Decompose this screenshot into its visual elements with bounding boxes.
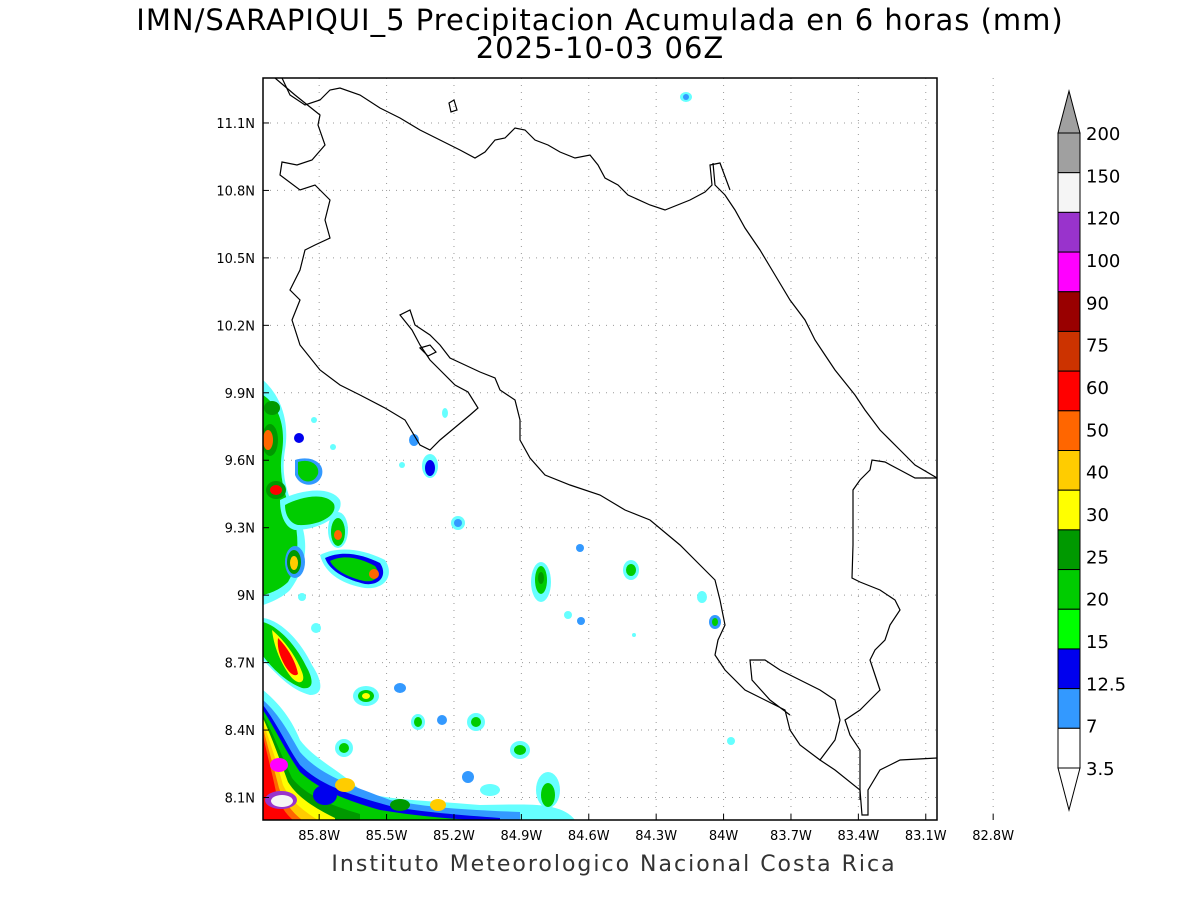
y-tick-label: 10.5N xyxy=(216,252,255,267)
colorbar-label: 12.5 xyxy=(1086,674,1126,695)
x-tick-label: 84.9W xyxy=(500,829,542,844)
colorbar-label: 90 xyxy=(1086,293,1109,314)
plot-area xyxy=(263,78,937,820)
colorbar-under-triangle xyxy=(1057,767,1081,812)
colorbar-label: 25 xyxy=(1086,547,1109,568)
y-tick-label: 8.4N xyxy=(225,724,255,739)
colorbar-swatch xyxy=(1057,211,1081,253)
x-tick-label: 85.5W xyxy=(366,829,408,844)
y-tick-label: 11.1N xyxy=(216,117,255,132)
colorbar-label: 40 xyxy=(1086,463,1109,484)
colorbar-swatch xyxy=(1057,330,1081,372)
x-tick-label: 85.2W xyxy=(433,829,475,844)
colorbar-swatch xyxy=(1057,450,1081,491)
colorbar-label: 7 xyxy=(1086,717,1097,738)
plot-frame xyxy=(262,77,938,821)
x-tick-label: 84.6W xyxy=(568,829,610,844)
x-tick-label: 82.8W xyxy=(972,829,1014,844)
colorbar-label: 50 xyxy=(1086,420,1109,441)
colorbar-swatch xyxy=(1057,489,1081,531)
x-tick-label: 84W xyxy=(709,829,739,844)
colorbar-swatch xyxy=(1057,688,1081,729)
y-tick-label: 9.9N xyxy=(225,387,255,402)
colorbar-label: 200 xyxy=(1086,124,1120,145)
colorbar-swatch xyxy=(1057,370,1081,412)
colorbar-label: 100 xyxy=(1086,251,1120,272)
footer-credit: Instituto Meteorologico Nacional Costa R… xyxy=(331,852,897,877)
colorbar-swatch xyxy=(1057,251,1081,293)
precipitation-field xyxy=(263,92,735,820)
colorbar-label: 75 xyxy=(1086,336,1109,357)
x-tick-label: 85.8W xyxy=(298,829,340,844)
axis-ticks: 85.8W 85.5W 85.2W 84.9W 84.6W 84.3W 84W 83.7W 83… xyxy=(216,117,1014,844)
x-tick-label: 83.4W xyxy=(837,829,879,844)
map-datetime: 2025-10-03 06Z xyxy=(475,31,725,65)
coastline xyxy=(274,78,937,816)
colorbar-label: 120 xyxy=(1086,209,1120,230)
y-tick-label: 8.7N xyxy=(225,657,255,672)
x-tick-label: 83.7W xyxy=(770,829,812,844)
colorbar-swatch xyxy=(1057,569,1081,610)
colorbar-swatch xyxy=(1057,132,1081,174)
colorbar-swatch xyxy=(1057,648,1081,690)
y-tick-label: 9.6N xyxy=(225,454,255,469)
x-tick-label: 84.3W xyxy=(635,829,677,844)
colorbar-label: 3.5 xyxy=(1086,759,1115,780)
colorbar-label: 150 xyxy=(1086,166,1120,187)
colorbar-label: 15 xyxy=(1086,632,1109,653)
colorbar-swatch xyxy=(1057,608,1081,650)
colorbar-label: 20 xyxy=(1086,590,1109,611)
y-tick-label: 10.8N xyxy=(216,184,255,199)
colorbar-swatch xyxy=(1057,410,1081,451)
y-tick-label: 8.1N xyxy=(225,792,255,807)
colorbar-swatch xyxy=(1057,529,1081,571)
colorbar: 3.5 7 12.5 15 20 25 30 40 50 60 75 90 100 120 150 200 xyxy=(1057,89,1126,812)
y-tick-label: 9N xyxy=(237,589,255,604)
colorbar-over-triangle xyxy=(1057,89,1081,134)
colorbar-swatch xyxy=(1057,291,1081,332)
colorbar-swatch xyxy=(1057,727,1081,769)
colorbar-label: 60 xyxy=(1086,378,1109,399)
colorbar-swatch xyxy=(1057,172,1081,213)
x-tick-label: 83.1W xyxy=(905,829,947,844)
colorbar-label: 30 xyxy=(1086,505,1109,526)
y-tick-label: 9.3N xyxy=(225,522,255,537)
y-tick-label: 10.2N xyxy=(216,319,255,334)
map-title: IMN/SARAPIQUI_5 Precipitacion Acumulada … xyxy=(136,3,1064,37)
